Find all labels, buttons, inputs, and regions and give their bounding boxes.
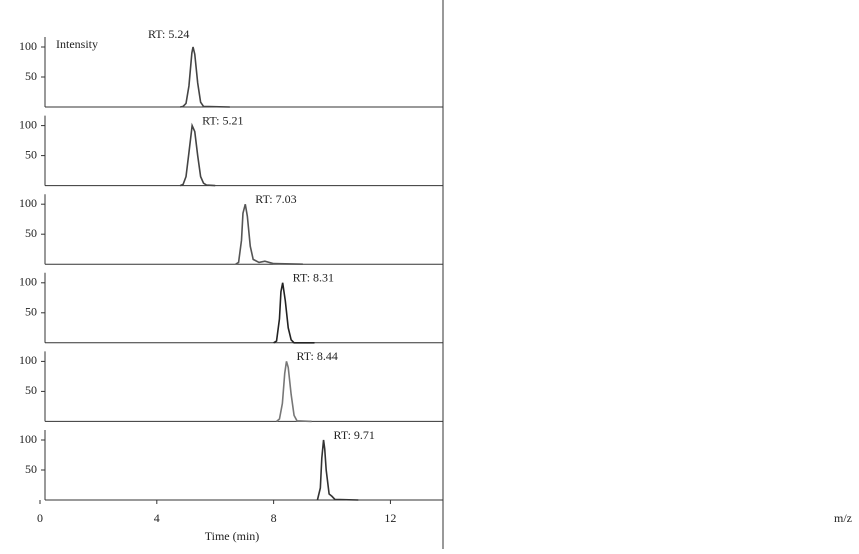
- x-tick-label: 4: [154, 511, 160, 525]
- peak-trace: [180, 46, 230, 108]
- peak-trace: [179, 122, 216, 187]
- y-label: Intensity: [56, 37, 98, 51]
- rt-annotation: RT: 5.21: [202, 113, 243, 127]
- y-tick-label: 100: [19, 117, 37, 131]
- rt-annotation: RT: 9.71: [334, 428, 375, 442]
- y-tick-label: 50: [25, 226, 37, 240]
- peak-trace: [273, 282, 315, 344]
- x-label: Time (min): [205, 529, 260, 543]
- x-tick-label: 12: [384, 511, 396, 525]
- y-tick-label: 50: [25, 147, 37, 161]
- rt-annotation: RT: 7.03: [255, 192, 296, 206]
- y-tick-label: 100: [19, 432, 37, 446]
- y-tick-label: 50: [25, 305, 37, 319]
- y-tick-label: 50: [25, 69, 37, 83]
- y-tick-label: 100: [19, 275, 37, 289]
- rt-annotation: RT: 8.44: [296, 349, 337, 363]
- y-tick-label: 100: [19, 353, 37, 367]
- x-tick-label: 0: [37, 511, 43, 525]
- peak-trace: [316, 439, 359, 501]
- right-x-label: m/z: [834, 511, 852, 525]
- peak-trace: [276, 361, 312, 423]
- peak-trace: [235, 203, 303, 265]
- y-tick-label: 100: [19, 196, 37, 210]
- y-tick-label: 50: [25, 462, 37, 476]
- rt-annotation: RT: 5.24: [148, 27, 189, 41]
- y-tick-label: 100: [19, 39, 37, 53]
- y-tick-label: 50: [25, 383, 37, 397]
- rt-annotation: RT: 8.31: [293, 271, 334, 285]
- x-tick-label: 8: [271, 511, 277, 525]
